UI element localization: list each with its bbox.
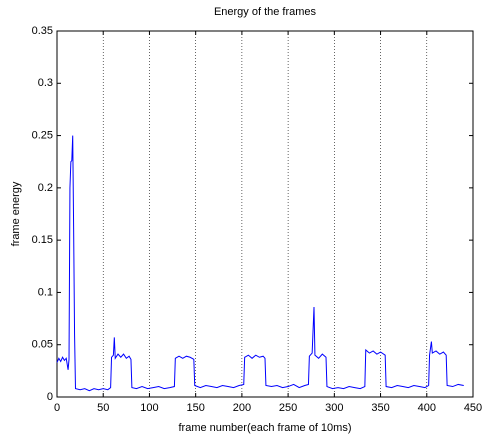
y-tick-label: 0 <box>47 391 53 403</box>
x-tick-label: 250 <box>279 402 297 414</box>
x-tick-label: 400 <box>418 402 436 414</box>
x-tick-label: 50 <box>97 402 109 414</box>
data-line <box>56 135 464 392</box>
y-axis-label: frame energy <box>10 181 22 246</box>
x-tick-label: 350 <box>371 402 389 414</box>
x-tick-label: 100 <box>140 402 158 414</box>
y-tick-label: 0.2 <box>38 182 53 194</box>
y-tick-label: 0.1 <box>38 286 53 298</box>
y-tick-label: 0.25 <box>32 129 53 141</box>
plot-area <box>57 31 473 397</box>
y-tick-label: 0.05 <box>32 339 53 351</box>
x-tick-label: 0 <box>54 402 60 414</box>
x-tick-label: 200 <box>233 402 251 414</box>
x-tick-label: 450 <box>464 402 482 414</box>
y-tick-label: 0.3 <box>38 77 53 89</box>
x-tick-label: 150 <box>186 402 204 414</box>
axes-box <box>56 30 474 398</box>
x-axis-label: frame number(each frame of 10ms) <box>178 422 351 434</box>
y-tick-label: 0.35 <box>32 25 53 37</box>
x-tick-label: 300 <box>325 402 343 414</box>
y-tick-label: 0.15 <box>32 234 53 246</box>
chart-title: Energy of the frames <box>214 6 317 18</box>
